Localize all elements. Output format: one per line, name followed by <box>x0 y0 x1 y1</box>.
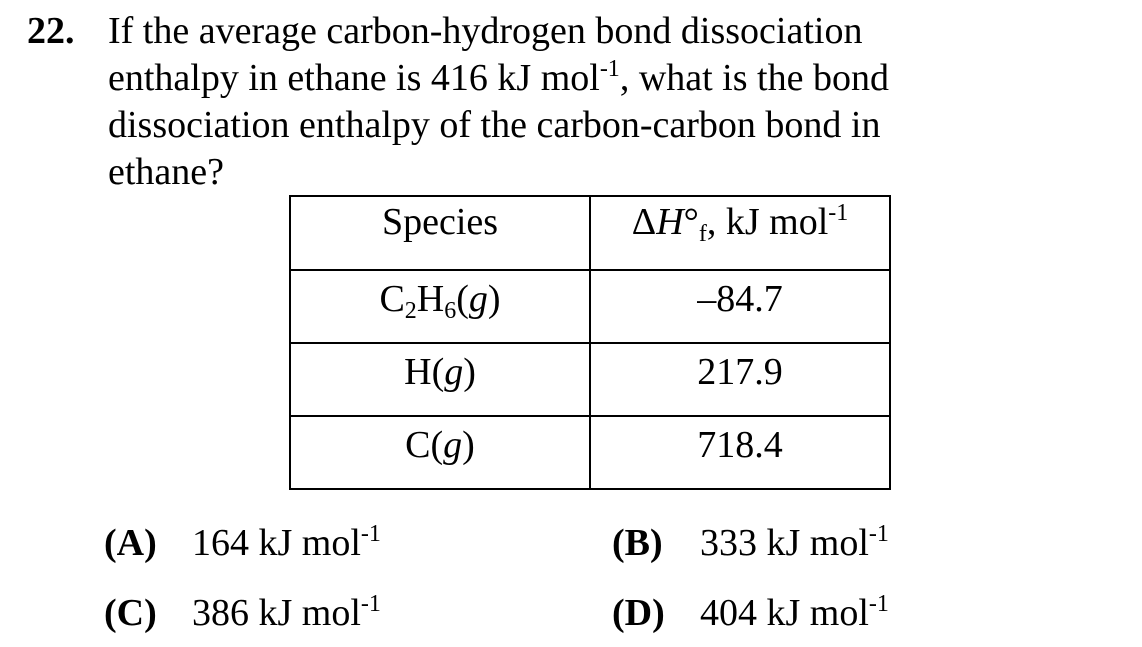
choice-value: 164 kJ mol <box>192 522 361 564</box>
paren-open: ( <box>456 277 469 320</box>
question-line-4: ethane? <box>108 151 225 193</box>
paren-open: ( <box>431 350 445 393</box>
formula-subscript: 2 <box>404 297 417 324</box>
unit-exponent: -1 <box>599 56 620 82</box>
choice-letter: (C) <box>104 592 157 634</box>
paren-close: ) <box>487 277 501 320</box>
choice-exponent: -1 <box>868 521 889 547</box>
question-line-2-rest: , what is the bond <box>619 57 889 99</box>
paren-open: ( <box>430 423 444 466</box>
choice-letter: (D) <box>612 592 665 634</box>
choice-value: 333 kJ mol <box>700 522 869 564</box>
formula-subscript: 6 <box>444 297 457 324</box>
degree-symbol: ° <box>683 201 699 243</box>
species-cell: C2H6(g) <box>289 269 591 344</box>
delta-symbol: Δ <box>631 201 657 243</box>
header-unit: , kJ mol <box>706 201 829 243</box>
choice-value: 404 kJ mol <box>700 592 869 634</box>
value-cell: –84.7 <box>589 269 891 344</box>
table-row: C(g) 718.4 <box>289 415 891 490</box>
value-cell: 217.9 <box>589 342 891 417</box>
state-symbol: g <box>444 350 464 393</box>
question-text: If the average carbon-hydrogen bond diss… <box>108 8 1108 196</box>
header-species: Species <box>289 195 591 271</box>
question-line-2: enthalpy in ethane is 416 kJ mol-1, what… <box>108 55 1108 102</box>
enthalpy-table: Species ΔH°f, kJ mol-1 C2H6(g) –84.7 H(g… <box>289 195 891 490</box>
answer-choice-b[interactable]: (B) 333 kJ mol-1 <box>612 520 889 567</box>
question-line-1: If the average carbon-hydrogen bond diss… <box>108 10 863 52</box>
state-symbol: g <box>443 423 463 466</box>
choice-exponent: -1 <box>360 591 381 617</box>
question-number: 22. <box>27 10 75 52</box>
species-cell: C(g) <box>289 415 591 490</box>
question-line-3: dissociation enthalpy of the carbon-carb… <box>108 104 881 146</box>
table-row: C2H6(g) –84.7 <box>289 269 891 344</box>
species-cell: H(g) <box>289 342 591 417</box>
formula-part: H <box>404 350 432 393</box>
header-enthalpy: ΔH°f, kJ mol-1 <box>589 195 891 271</box>
value-text: –84.7 <box>697 277 783 320</box>
state-symbol: g <box>468 277 488 320</box>
formula-part: H <box>416 277 445 320</box>
choice-exponent: -1 <box>360 521 381 547</box>
answer-choice-d[interactable]: (D) 404 kJ mol-1 <box>612 590 889 637</box>
value-text: 217.9 <box>697 350 783 393</box>
answer-choice-a[interactable]: (A) 164 kJ mol-1 <box>104 520 381 567</box>
formula-part: C <box>405 423 431 466</box>
table-header-row: Species ΔH°f, kJ mol-1 <box>289 195 891 271</box>
choice-letter: (A) <box>104 522 157 564</box>
choice-letter: (B) <box>612 522 663 564</box>
formation-subscript: f <box>698 221 707 247</box>
paren-close: ) <box>462 423 475 466</box>
choice-exponent: -1 <box>868 591 889 617</box>
formula-part: C <box>379 277 405 320</box>
table-row: H(g) 217.9 <box>289 342 891 417</box>
choice-value: 386 kJ mol <box>192 592 361 634</box>
paren-close: ) <box>463 350 476 393</box>
enthalpy-symbol: H <box>656 201 684 243</box>
value-text: 718.4 <box>697 423 783 466</box>
value-cell: 718.4 <box>589 415 891 490</box>
header-unit-exponent: -1 <box>828 200 849 226</box>
answer-choice-c[interactable]: (C) 386 kJ mol-1 <box>104 590 381 637</box>
question-line-2-text: enthalpy in ethane is 416 kJ mol <box>108 57 600 99</box>
